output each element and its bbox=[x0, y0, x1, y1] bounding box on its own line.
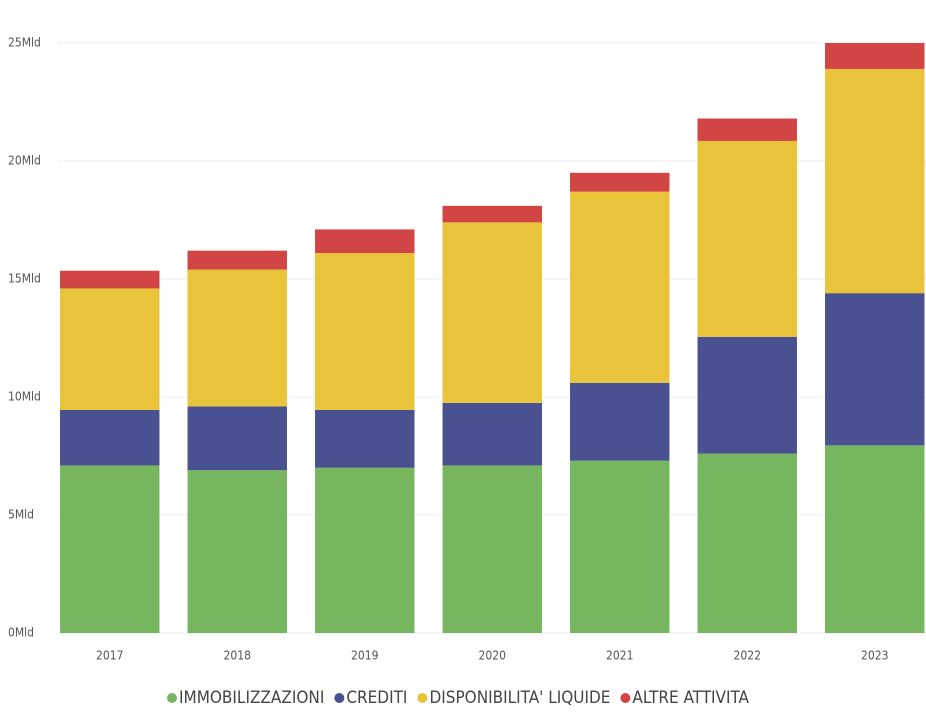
legend-label: IMMOBILIZZAZIONI bbox=[179, 688, 324, 708]
bar-segment bbox=[697, 453, 797, 633]
bar-segment bbox=[442, 465, 542, 633]
bar-segment bbox=[442, 222, 542, 403]
bar-segment bbox=[315, 229, 415, 254]
bar-segment bbox=[697, 140, 797, 337]
bar-segment bbox=[315, 409, 415, 468]
bar-segment bbox=[442, 205, 542, 223]
x-tick-label: 2018 bbox=[224, 649, 252, 663]
bar-segment bbox=[187, 269, 287, 407]
bar-segment bbox=[825, 43, 925, 69]
x-tick-label: 2021 bbox=[606, 649, 633, 663]
x-tick-label: 2017 bbox=[96, 649, 123, 663]
x-tick-label: 2023 bbox=[861, 649, 888, 663]
bar-segment bbox=[187, 406, 287, 471]
bar-segment bbox=[60, 288, 160, 410]
y-tick-label: 25Mld bbox=[8, 36, 41, 50]
legend: IMMOBILIZZAZIONI CREDITI DISPONIBILITA' LI… bbox=[166, 688, 750, 708]
bar-segment bbox=[697, 118, 797, 141]
legend-label: CREDITI bbox=[346, 688, 407, 708]
bar-segment bbox=[315, 467, 415, 633]
bar-segment bbox=[315, 253, 415, 410]
y-tick-label: 10Mld bbox=[8, 390, 41, 404]
bar-segment bbox=[60, 465, 160, 633]
bar-segment bbox=[697, 336, 797, 454]
bar-segment bbox=[570, 191, 670, 383]
legend-marker bbox=[334, 693, 345, 703]
bar-segment bbox=[825, 68, 925, 294]
bar-segment bbox=[825, 293, 925, 446]
bar-segment bbox=[442, 402, 542, 466]
y-tick-label: 5Mld bbox=[8, 508, 34, 522]
bar-segment bbox=[570, 382, 670, 461]
x-tick-label: 2020 bbox=[479, 649, 507, 663]
bar-segment bbox=[825, 445, 925, 633]
bar-segment bbox=[60, 270, 160, 289]
legend-marker bbox=[620, 693, 631, 703]
legend-label: DISPONIBILITA' LIQUIDE bbox=[429, 688, 610, 708]
y-tick-label: 20Mld bbox=[8, 154, 41, 168]
bar-segment bbox=[570, 460, 670, 633]
bar-segment bbox=[60, 409, 160, 466]
y-tick-label: 0Mld bbox=[8, 626, 34, 640]
y-tick-label: 15Mld bbox=[8, 272, 41, 286]
bar-segment bbox=[187, 250, 287, 270]
x-tick-label: 2019 bbox=[351, 649, 379, 663]
bar-segment bbox=[187, 470, 287, 633]
x-tick-label: 2022 bbox=[734, 649, 761, 663]
legend-marker bbox=[417, 693, 428, 703]
bar-segment bbox=[570, 172, 670, 192]
legend-label: ALTRE ATTIVITA bbox=[632, 688, 749, 708]
legend-marker bbox=[166, 693, 177, 703]
